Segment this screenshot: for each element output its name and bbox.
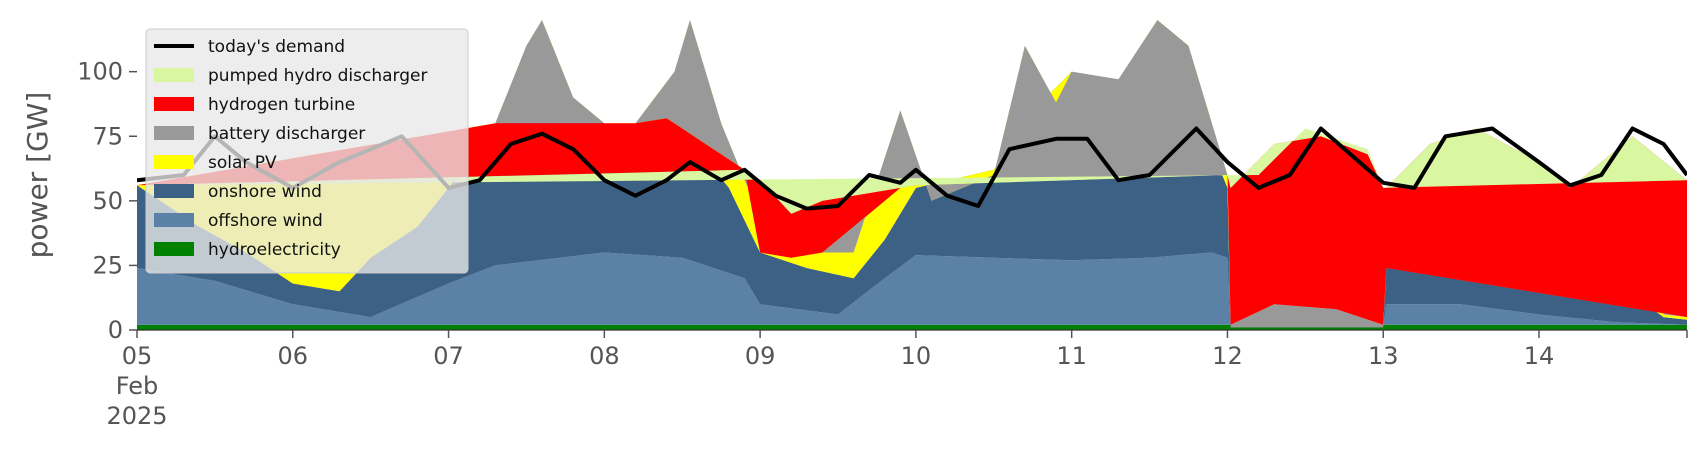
legend-entry-battery-discharger: battery discharger [154,124,365,144]
legend-entry-today-s-demand: today's demand [154,37,345,57]
y-tick-label: 25 [92,251,123,279]
x-tick-label: 10 [901,342,932,370]
area-hydroelectricity [137,324,1687,330]
legend-label: hydroelectricity [208,240,341,260]
legend: today's demand pumped hydro discharger hyd… [145,28,469,274]
y-tick-label: 100 [77,58,123,86]
legend-swatch [154,184,194,198]
legend-entry-pumped-hydro-discharger: pumped hydro discharger [154,66,427,86]
x-tick-label: 05 [122,342,153,370]
x-tick-label: 09 [745,342,776,370]
legend-swatch [154,155,194,169]
y-tick-label: 0 [108,316,123,344]
area-offshore-wind [137,252,1687,328]
legend-swatch [154,242,194,256]
legend-swatch [154,68,194,82]
legend-entry-hydroelectricity: hydroelectricity [154,240,341,260]
legend-swatch [154,126,194,140]
x-tick-label: 14 [1524,342,1555,370]
legend-entry-onshore-wind: onshore wind [154,182,322,202]
legend-entry-offshore-wind: offshore wind [154,211,323,231]
y-tick-label: 75 [92,122,123,150]
x-tick-label: Feb [116,372,159,400]
legend-label: battery discharger [208,124,365,144]
x-tick-label: 06 [278,342,309,370]
legend-swatch [154,97,194,111]
legend-label: pumped hydro discharger [208,66,427,86]
legend-label: onshore wind [208,182,322,202]
x-tick-label: 2025 [106,402,167,430]
legend-label: today's demand [208,37,345,57]
legend-entry-solar-pv: solar PV [154,153,277,173]
y-axis-label: power [GW] [21,92,54,259]
x-tick-label: 07 [433,342,464,370]
legend-box [145,28,469,274]
area-hydrogen-turbine [137,118,1687,325]
legend-entry-hydrogen-turbine: hydrogen turbine [154,95,355,115]
x-tick-label: 13 [1368,342,1399,370]
x-tick-label: 12 [1212,342,1243,370]
legend-label: solar PV [208,153,277,173]
legend-label: hydrogen turbine [208,95,355,115]
y-tick-label: 50 [92,187,123,215]
legend-swatch [154,213,194,227]
legend-label: offshore wind [208,211,323,231]
x-tick-label: 08 [589,342,620,370]
x-tick-label: 11 [1056,342,1087,370]
